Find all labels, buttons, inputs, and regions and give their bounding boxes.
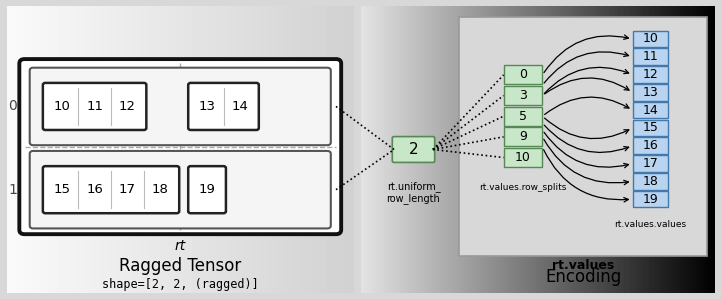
Text: 10: 10 (515, 151, 531, 164)
Text: 12: 12 (642, 68, 658, 81)
Text: 12: 12 (119, 100, 136, 113)
Text: 11: 11 (642, 50, 658, 63)
FancyBboxPatch shape (503, 127, 542, 146)
Text: rt.values.values: rt.values.values (614, 220, 686, 229)
FancyBboxPatch shape (632, 102, 668, 118)
FancyBboxPatch shape (503, 107, 542, 126)
FancyBboxPatch shape (392, 137, 435, 162)
FancyBboxPatch shape (632, 48, 668, 65)
Text: 2: 2 (409, 142, 418, 157)
Text: 5: 5 (519, 110, 527, 123)
Text: 10: 10 (53, 100, 70, 113)
Text: rt: rt (174, 239, 186, 253)
Text: 14: 14 (642, 104, 658, 117)
Text: 15: 15 (642, 121, 658, 135)
FancyBboxPatch shape (632, 155, 668, 172)
Text: 16: 16 (86, 183, 103, 196)
Text: 13: 13 (642, 86, 658, 99)
FancyBboxPatch shape (188, 83, 259, 130)
FancyBboxPatch shape (19, 59, 341, 234)
Text: 9: 9 (519, 130, 527, 143)
Text: 14: 14 (231, 100, 249, 113)
FancyBboxPatch shape (632, 31, 668, 47)
Text: 3: 3 (519, 89, 527, 102)
Text: Ragged Tensor: Ragged Tensor (119, 257, 242, 275)
Text: 10: 10 (642, 33, 658, 45)
FancyBboxPatch shape (43, 166, 180, 213)
Text: 11: 11 (86, 100, 103, 113)
Text: 13: 13 (198, 100, 216, 113)
Text: 18: 18 (152, 183, 169, 196)
Text: 17: 17 (119, 183, 136, 196)
Text: rt.values.row_splits: rt.values.row_splits (479, 182, 567, 192)
FancyBboxPatch shape (188, 166, 226, 213)
FancyBboxPatch shape (632, 120, 668, 136)
Text: 15: 15 (53, 183, 70, 196)
FancyBboxPatch shape (503, 65, 542, 84)
FancyBboxPatch shape (30, 151, 331, 228)
FancyBboxPatch shape (43, 83, 146, 130)
Text: rt.values: rt.values (552, 259, 614, 272)
FancyBboxPatch shape (503, 86, 542, 105)
Text: 18: 18 (642, 175, 658, 188)
Text: 0: 0 (8, 100, 17, 113)
Text: 19: 19 (198, 183, 216, 196)
Text: 19: 19 (642, 193, 658, 206)
FancyBboxPatch shape (632, 173, 668, 190)
FancyBboxPatch shape (632, 84, 668, 101)
FancyBboxPatch shape (632, 138, 668, 154)
FancyBboxPatch shape (632, 191, 668, 208)
Text: 16: 16 (642, 139, 658, 152)
Text: shape=[2, 2, (ragged)]: shape=[2, 2, (ragged)] (102, 278, 259, 291)
FancyBboxPatch shape (503, 148, 542, 167)
FancyBboxPatch shape (30, 68, 331, 145)
Text: rt.uniform_
row_length: rt.uniform_ row_length (386, 181, 441, 205)
Text: 1: 1 (8, 183, 17, 197)
FancyBboxPatch shape (459, 17, 707, 256)
Text: 0: 0 (519, 68, 527, 81)
FancyBboxPatch shape (632, 66, 668, 83)
Text: 17: 17 (642, 157, 658, 170)
Text: Encoding: Encoding (545, 268, 622, 286)
